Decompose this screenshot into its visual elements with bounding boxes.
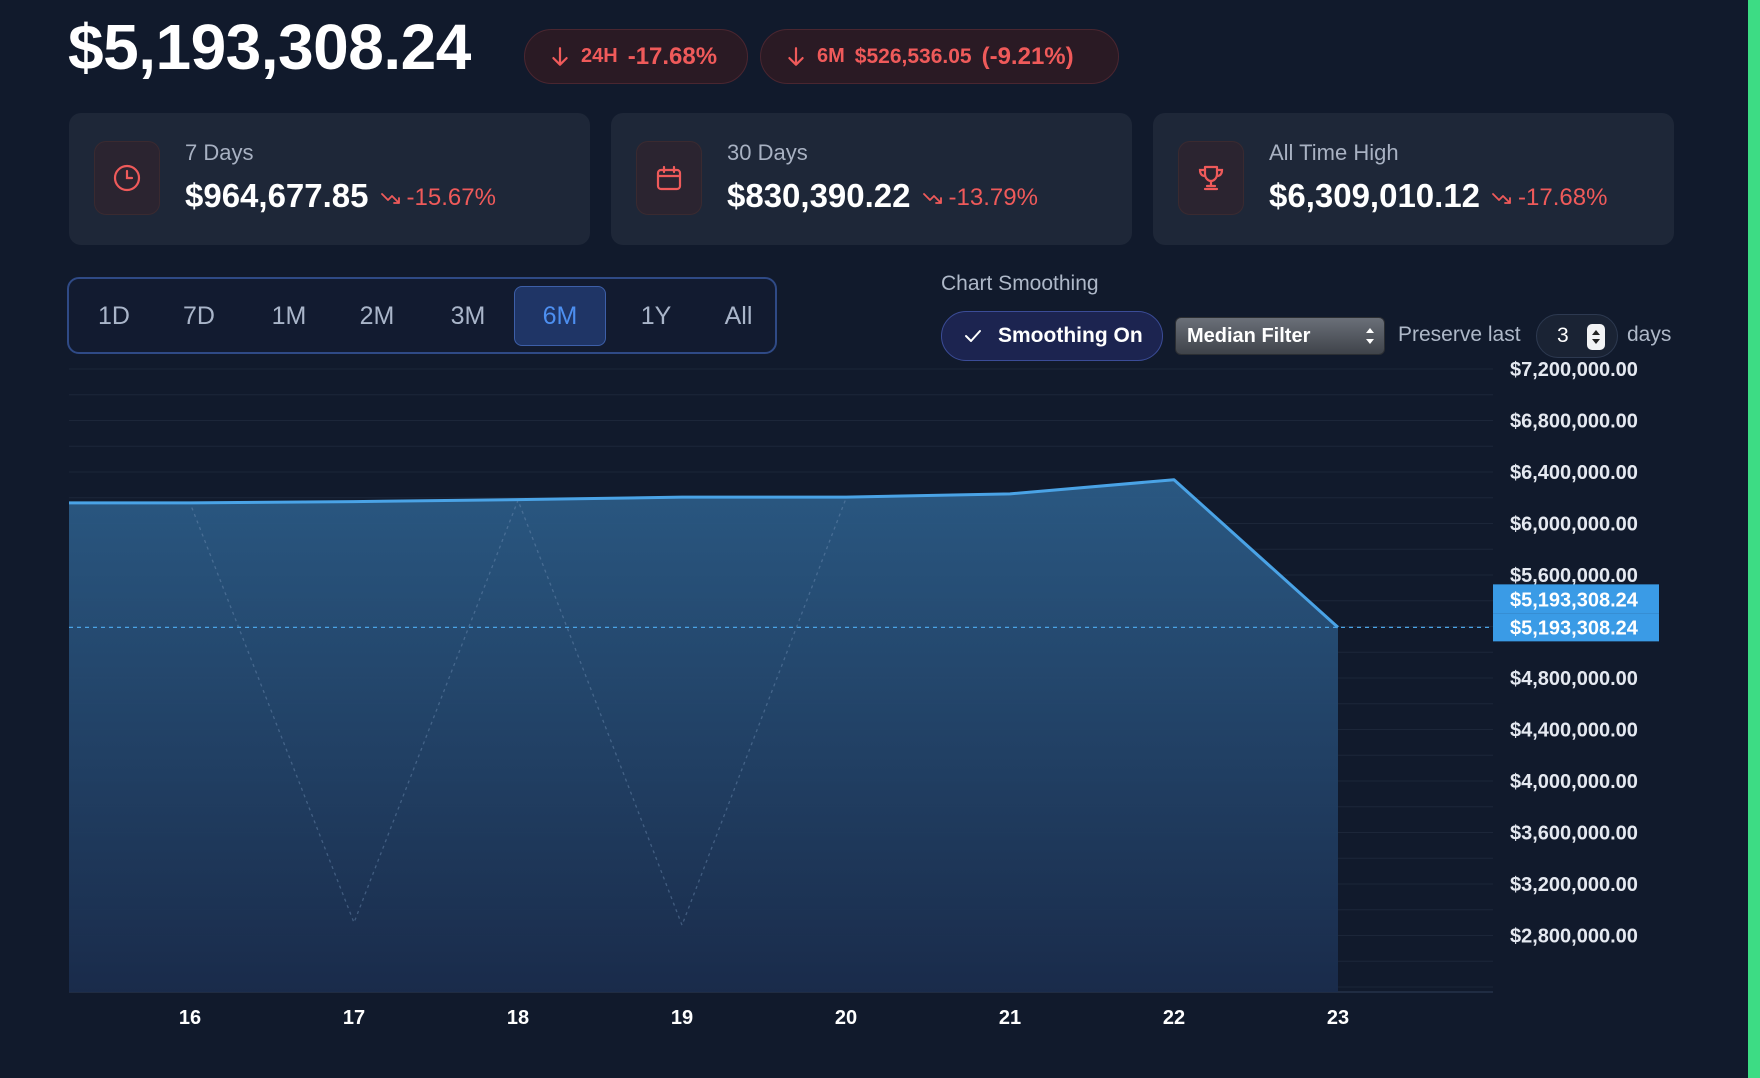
- smoothing-method-value: Median Filter: [1187, 324, 1311, 347]
- x-tick-label: 18: [507, 1007, 529, 1029]
- y-tick-label: $6,800,000.00: [1510, 411, 1638, 433]
- range-button-2m[interactable]: 2M: [359, 301, 395, 330]
- range-button-1y[interactable]: 1Y: [640, 301, 672, 330]
- select-arrows-icon: [1366, 328, 1374, 344]
- y-tick-label: $6,000,000.00: [1510, 514, 1638, 536]
- smoothed-series-line: [69, 478, 1340, 629]
- change-6m-amount: $526,536.05: [854, 44, 972, 68]
- stat-value: $964,677.85 -15.67%: [185, 177, 496, 214]
- trend-down-icon: [922, 193, 942, 205]
- stat-card-all-time-high: All Time High $6,309,010.12 -17.68%: [1153, 113, 1674, 245]
- stat-label: 7 Days: [185, 140, 254, 165]
- x-tick-label: 16: [179, 1007, 201, 1029]
- change-24h-value: -17.68%: [627, 42, 718, 70]
- change-6m-percent: (-9.21%): [981, 42, 1074, 70]
- chart-smoothing-title: Chart Smoothing: [941, 272, 1099, 295]
- calendar-icon: [636, 141, 702, 215]
- change-24h-badge: 24H -17.68%: [524, 29, 748, 84]
- x-tick-label: 22: [1163, 1007, 1185, 1029]
- smoothing-toggle-label: Smoothing On: [998, 324, 1143, 347]
- range-button-1m[interactable]: 1M: [271, 301, 307, 330]
- y-tick-label: $2,800,000.00: [1510, 926, 1638, 948]
- check-icon: [965, 330, 981, 342]
- y-tick-label: $3,200,000.00: [1510, 874, 1638, 896]
- range-button-7d[interactable]: 7D: [183, 301, 215, 330]
- smoothing-toggle-button[interactable]: Smoothing On: [941, 311, 1163, 361]
- stat-change: -13.79%: [922, 184, 1038, 212]
- change-24h-tag: 24H: [581, 45, 618, 67]
- x-tick-label: 21: [999, 1007, 1021, 1029]
- time-range-selector: 1D 7D 1M 2M 3M 6M 1Y All: [67, 277, 777, 354]
- preserve-days-input[interactable]: 3: [1536, 314, 1618, 358]
- range-button-all[interactable]: All: [724, 301, 753, 330]
- stat-label: 30 Days: [727, 140, 808, 165]
- change-6m-tag: 6M: [817, 45, 845, 67]
- stat-change: -17.68%: [1492, 184, 1607, 212]
- y-tick-label: $4,400,000.00: [1510, 720, 1638, 742]
- stat-value: $6,309,010.12 -17.68%: [1269, 177, 1608, 214]
- y-tick-label: $6,400,000.00: [1510, 462, 1638, 484]
- x-tick-label: 17: [343, 1007, 365, 1029]
- trend-down-icon: [1492, 193, 1511, 205]
- stat-card-7-days: 7 Days $964,677.85 -15.67%: [69, 113, 590, 245]
- range-button-3m[interactable]: 3M: [450, 301, 486, 330]
- x-tick-label: 23: [1327, 1007, 1349, 1029]
- stat-value: $830,390.22 -13.79%: [727, 177, 1038, 214]
- preserve-days-value: 3: [1557, 324, 1569, 347]
- arrow-down-icon: [552, 46, 568, 66]
- y-tick-label: $4,800,000.00: [1510, 668, 1638, 690]
- y-tick-label: $5,600,000.00: [1510, 565, 1638, 587]
- current-value-tag: [1493, 584, 1659, 614]
- days-label: days: [1627, 323, 1672, 346]
- y-tick-label: $4,000,000.00: [1510, 771, 1638, 793]
- change-6m-badge: 6M $526,536.05 (-9.21%): [760, 29, 1119, 84]
- window-edge: [1748, 0, 1760, 1078]
- trend-down-icon: [380, 193, 400, 205]
- range-button-1d[interactable]: 1D: [98, 301, 130, 330]
- x-tick-label: 19: [671, 1007, 693, 1029]
- smoothing-method-select[interactable]: Median Filter: [1175, 317, 1385, 355]
- range-button-6m[interactable]: 6M: [514, 286, 606, 346]
- portfolio-total-value: $5,193,308.24: [68, 11, 471, 83]
- current-value-tag: [1493, 613, 1659, 642]
- area-fill: [69, 479, 1338, 993]
- trophy-icon: [1178, 141, 1244, 215]
- stat-label: All Time High: [1269, 140, 1399, 165]
- y-tick-label: $3,600,000.00: [1510, 823, 1638, 845]
- x-tick-label: 20: [835, 1007, 857, 1029]
- arrow-down-icon: [788, 46, 804, 66]
- current-value-tag-label: $5,193,308.24: [1510, 589, 1639, 611]
- current-value-tag-label: $5,193,308.24: [1510, 617, 1639, 639]
- stat-card-30-days: 30 Days $830,390.22 -13.79%: [611, 113, 1132, 245]
- stepper-arrows-icon[interactable]: [1587, 324, 1605, 350]
- y-tick-label: $7,200,000.00: [1510, 359, 1638, 381]
- preserve-last-label: Preserve last: [1398, 323, 1521, 346]
- stat-change: -15.67%: [380, 184, 496, 212]
- clock-icon: [94, 141, 160, 215]
